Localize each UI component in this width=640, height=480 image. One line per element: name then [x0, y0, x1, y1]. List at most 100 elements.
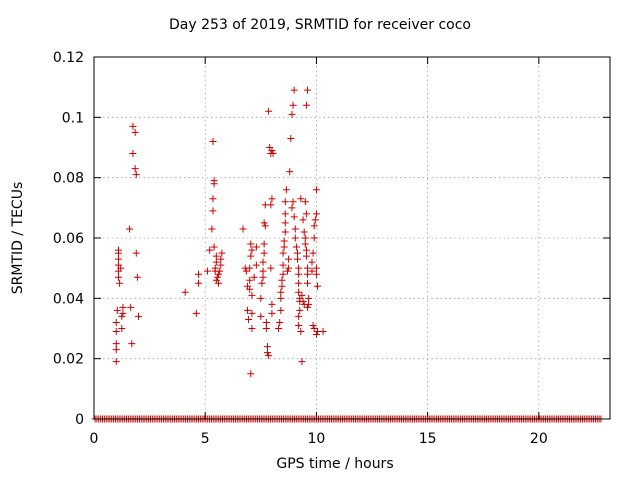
data-point — [301, 240, 309, 248]
data-point — [248, 246, 256, 254]
data-point — [298, 291, 306, 299]
data-point — [260, 219, 268, 227]
data-point — [279, 270, 287, 278]
data-point — [281, 210, 289, 218]
data-point — [261, 222, 269, 230]
data-point — [252, 261, 260, 269]
y-tick-label: 0.06 — [53, 231, 84, 247]
data-point — [195, 270, 203, 278]
data-point — [210, 177, 218, 185]
data-point — [112, 358, 120, 366]
y-tick-label: 0 — [75, 412, 84, 428]
data-point — [218, 249, 226, 257]
data-point — [295, 264, 303, 272]
data-point — [304, 270, 312, 278]
data-point — [248, 325, 256, 332]
data-point — [281, 228, 289, 236]
data-point — [278, 276, 286, 284]
data-point — [312, 331, 320, 339]
data-point — [133, 273, 141, 281]
data-point — [112, 346, 120, 354]
data-point — [297, 195, 305, 203]
data-point — [212, 258, 220, 266]
data-point — [285, 255, 293, 263]
data-point — [279, 261, 287, 269]
data-point — [131, 128, 139, 136]
data-point — [246, 276, 254, 284]
x-tick-label: 15 — [419, 431, 437, 447]
data-point — [262, 318, 270, 326]
y-tick-label: 0.1 — [62, 110, 84, 126]
data-point — [129, 150, 137, 158]
data-point — [132, 249, 140, 257]
data-point — [257, 294, 265, 302]
data-point — [310, 222, 318, 230]
data-point — [312, 264, 320, 272]
data-point — [114, 273, 122, 281]
data-point — [279, 249, 287, 257]
data-point — [295, 270, 303, 278]
x-tick-label: 10 — [307, 431, 325, 447]
data-point — [245, 315, 253, 323]
data-point — [209, 137, 217, 145]
data-point — [203, 267, 211, 275]
data-point — [290, 213, 298, 221]
data-point — [285, 264, 293, 272]
data-point — [314, 282, 322, 290]
data-point — [302, 210, 310, 218]
y-tick-label: 0.04 — [53, 291, 84, 307]
data-point — [269, 150, 277, 158]
data-point — [310, 234, 318, 242]
data-point — [247, 240, 255, 248]
data-point — [290, 86, 298, 94]
data-point — [301, 234, 309, 242]
data-point — [310, 325, 318, 332]
data-point — [210, 243, 218, 251]
data-point — [239, 225, 247, 233]
data-point — [302, 101, 310, 109]
data-point — [119, 303, 127, 311]
data-point — [246, 285, 254, 293]
data-point — [243, 306, 251, 314]
data-point — [216, 267, 224, 275]
data-point — [248, 309, 256, 317]
data-point — [304, 86, 312, 94]
data-point — [213, 273, 221, 281]
data-point — [294, 255, 302, 263]
data-point — [257, 312, 265, 320]
data-point — [267, 264, 275, 272]
data-point — [291, 225, 299, 233]
data-point — [208, 225, 216, 233]
data-point — [299, 216, 307, 224]
data-point — [118, 312, 126, 320]
data-point — [248, 291, 256, 299]
data-point — [263, 343, 271, 351]
data-point — [292, 243, 300, 251]
data-point — [217, 261, 225, 269]
data-point — [295, 312, 303, 320]
data-point — [259, 267, 267, 275]
data-point — [308, 267, 316, 275]
x-tick-label: 0 — [90, 431, 99, 447]
data-point — [260, 249, 268, 257]
data-point — [252, 243, 260, 251]
grid — [94, 57, 610, 419]
y-tick-label: 0.12 — [53, 50, 84, 66]
data-point — [302, 252, 310, 260]
data-point — [276, 318, 284, 326]
data-point — [301, 198, 309, 206]
data-point — [286, 168, 294, 176]
data-point — [291, 234, 299, 242]
data-point — [304, 279, 312, 287]
data-point — [300, 228, 308, 236]
data-point — [289, 198, 297, 206]
data-point — [113, 306, 121, 314]
data-point — [287, 134, 295, 142]
data-point — [289, 101, 297, 109]
data-point — [259, 258, 267, 266]
data-point — [215, 270, 223, 278]
data-point — [268, 195, 276, 203]
data-point — [258, 279, 266, 287]
data-point — [297, 328, 305, 336]
